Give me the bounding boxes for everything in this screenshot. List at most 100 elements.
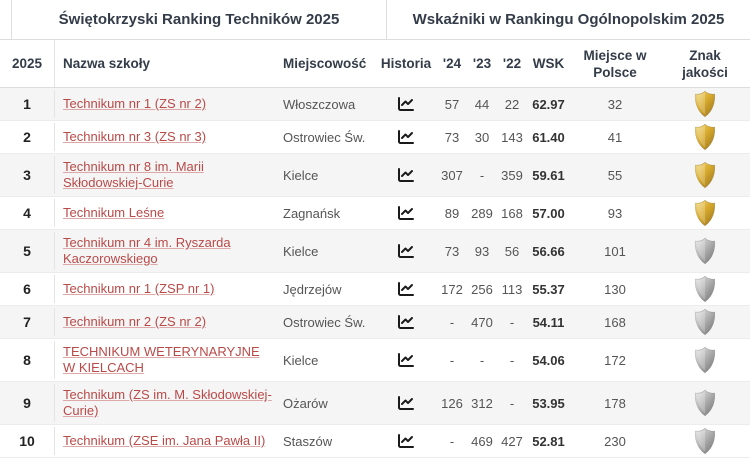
col-header-history: Historia	[380, 56, 432, 71]
col-header-y24: '24	[442, 56, 462, 71]
table-row: 9 Technikum (ZS im. M. Skłodowskiej-Curi…	[0, 382, 750, 425]
history-chart-icon[interactable]	[397, 205, 415, 221]
school-name-cell: Technikum (ZS im. M. Skłodowskiej-Curie)	[55, 384, 283, 422]
year-22-cell: -	[509, 395, 515, 411]
history-cell	[375, 352, 437, 368]
place-in-poland-cell: 168	[604, 314, 626, 330]
history-cell	[375, 205, 437, 221]
history-cell	[375, 433, 437, 449]
history-cell	[375, 129, 437, 145]
wsk-cell: 54.06	[532, 352, 565, 368]
year-23-cell: -	[479, 167, 485, 183]
year-22-cell: 22	[504, 96, 520, 112]
history-chart-icon[interactable]	[397, 243, 415, 259]
col-header-town: Miejscowość	[283, 56, 367, 71]
school-name-cell: Technikum nr 4 im. Ryszarda Kaczorowskie…	[55, 232, 283, 270]
gold-shield-icon	[694, 123, 716, 151]
quality-badge-cell	[660, 90, 750, 118]
regional-ranking-title: Świętokrzyski Ranking Techników 2025	[58, 11, 340, 28]
place-in-poland-cell: 55	[607, 167, 623, 183]
gold-shield-icon	[694, 199, 716, 227]
school-link[interactable]: Technikum Leśne	[63, 205, 165, 220]
school-link[interactable]: Technikum (ZS im. M. Skłodowskiej-Curie)	[63, 387, 272, 418]
year-22-cell: 56	[504, 243, 520, 259]
history-cell	[375, 96, 437, 112]
group-header-row: Świętokrzyski Ranking Techników 2025 Wsk…	[0, 0, 750, 40]
history-chart-icon[interactable]	[397, 352, 415, 368]
town-cell: Kielce	[283, 352, 319, 368]
rank-cell: 7	[0, 308, 55, 336]
school-link[interactable]: Technikum nr 1 (ZSP nr 1)	[63, 281, 215, 296]
school-link[interactable]: Technikum nr 2 (ZS nr 2)	[63, 314, 207, 329]
rank-cell: 3	[0, 156, 55, 194]
year-24-cell: -	[449, 352, 455, 368]
gold-shield-icon	[694, 161, 716, 189]
table-row: 3 Technikum nr 8 im. Marii Skłodowskiej-…	[0, 154, 750, 197]
silver-shield-icon	[694, 275, 716, 303]
place-in-poland-cell: 32	[607, 96, 623, 112]
history-chart-icon[interactable]	[397, 395, 415, 411]
col-header-place: Miejsce w Polsce	[583, 47, 647, 80]
school-name-cell: Technikum Leśne	[55, 202, 283, 224]
silver-shield-icon	[694, 346, 716, 374]
place-in-poland-cell: 178	[604, 395, 626, 411]
school-name-cell: Technikum nr 1 (ZS nr 2)	[55, 93, 283, 115]
history-cell	[375, 314, 437, 330]
year-22-cell: -	[509, 314, 515, 330]
quality-badge-cell	[660, 161, 750, 189]
history-cell	[375, 281, 437, 297]
col-header-rank: 2025	[0, 40, 55, 87]
group-header-regional: Świętokrzyski Ranking Techników 2025	[12, 0, 387, 39]
year-23-cell: 30	[474, 129, 490, 145]
col-header-wsk: WSK	[532, 56, 565, 71]
year-23-cell: 289	[471, 205, 493, 221]
place-in-poland-cell: 101	[604, 243, 626, 259]
history-chart-icon[interactable]	[397, 314, 415, 330]
silver-shield-icon	[694, 308, 716, 336]
history-cell	[375, 167, 437, 183]
place-in-poland-cell: 41	[607, 129, 623, 145]
year-22-cell: 168	[501, 205, 523, 221]
quality-badge-cell	[660, 427, 750, 455]
table-row: 7 Technikum nr 2 (ZS nr 2) Ostrowiec Św.…	[0, 306, 750, 339]
school-link[interactable]: Technikum (ZSE im. Jana Pawła II)	[63, 433, 266, 448]
year-22-cell: 113	[501, 281, 523, 297]
wsk-cell: 57.00	[532, 205, 565, 221]
wsk-cell: 59.61	[532, 167, 565, 183]
history-chart-icon[interactable]	[397, 281, 415, 297]
year-23-cell: 93	[474, 243, 490, 259]
history-chart-icon[interactable]	[397, 129, 415, 145]
town-cell: Włoszczowa	[283, 96, 356, 112]
rank-cell: 6	[0, 275, 55, 303]
table-row: 2 Technikum nr 3 (ZS nr 3) Ostrowiec Św.…	[0, 121, 750, 154]
year-24-cell: 172	[441, 281, 463, 297]
year-24-cell: 73	[444, 129, 460, 145]
table-body: 1 Technikum nr 1 (ZS nr 2) Włoszczowa 57…	[0, 88, 750, 458]
year-22-cell: -	[509, 352, 515, 368]
table-row: 8 TECHNIKUM WETERYNARYJNE W KIELCACH Kie…	[0, 339, 750, 382]
rank-cell: 10	[0, 427, 55, 455]
school-name-cell: Technikum nr 2 (ZS nr 2)	[55, 311, 283, 333]
history-chart-icon[interactable]	[397, 433, 415, 449]
history-chart-icon[interactable]	[397, 96, 415, 112]
school-link[interactable]: TECHNIKUM WETERYNARYJNE W KIELCACH	[63, 344, 260, 375]
town-cell: Kielce	[283, 167, 319, 183]
year-24-cell: -	[449, 314, 455, 330]
rank-cell: 1	[0, 90, 55, 118]
school-name-cell: Technikum nr 3 (ZS nr 3)	[55, 126, 283, 148]
history-chart-icon[interactable]	[397, 167, 415, 183]
school-link[interactable]: Technikum nr 4 im. Ryszarda Kaczorowskie…	[63, 235, 231, 266]
school-link[interactable]: Technikum nr 1 (ZS nr 2)	[63, 96, 207, 111]
year-23-cell: -	[479, 352, 485, 368]
place-in-poland-cell: 130	[604, 281, 626, 297]
school-link[interactable]: Technikum nr 3 (ZS nr 3)	[63, 129, 207, 144]
town-cell: Ostrowiec Św.	[283, 314, 366, 330]
town-cell: Kielce	[283, 243, 319, 259]
place-in-poland-cell: 172	[604, 352, 626, 368]
year-23-cell: 44	[474, 96, 490, 112]
col-header-name: Nazwa szkoły	[63, 56, 151, 71]
quality-badge-cell	[660, 123, 750, 151]
table-row: 6 Technikum nr 1 (ZSP nr 1) Jędrzejów 17…	[0, 273, 750, 306]
school-link[interactable]: Technikum nr 8 im. Marii Skłodowskiej-Cu…	[63, 159, 204, 190]
col-header-y22: '22	[502, 56, 522, 71]
